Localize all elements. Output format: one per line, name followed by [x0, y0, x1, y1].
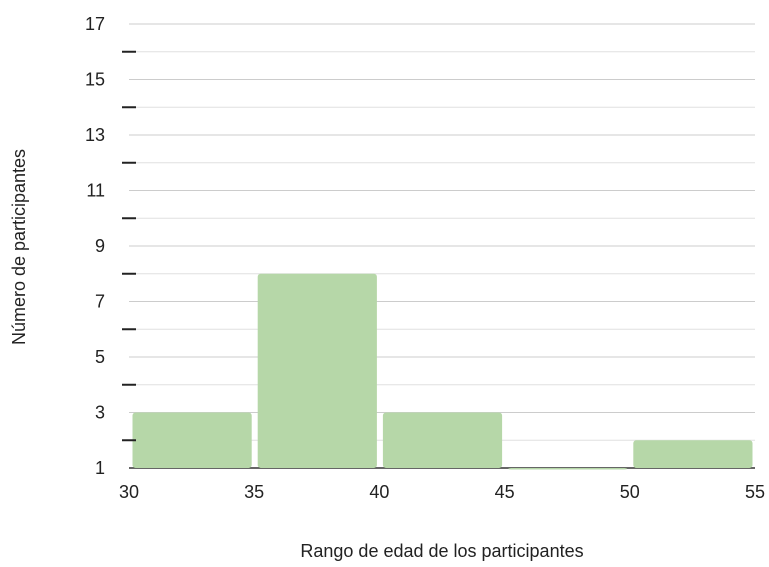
x-tick-label: 40: [369, 482, 389, 502]
x-axis-title: Rango de edad de los participantes: [300, 541, 583, 561]
x-tick-label: 55: [745, 482, 765, 502]
y-tick-label: 11: [86, 181, 105, 201]
bar-bin-40-45: [382, 412, 503, 468]
bars-layer: [132, 273, 753, 470]
bar-bin-50-55: [633, 440, 753, 468]
x-tick-label: 50: [620, 482, 640, 502]
x-tick-label: 30: [119, 482, 139, 502]
y-tick-label: 1: [95, 458, 105, 478]
bar-bin-35-40: [257, 273, 377, 468]
y-tick-label: 3: [95, 403, 105, 423]
y-tick-label: 13: [85, 125, 105, 145]
y-tick-label: 15: [85, 70, 105, 90]
bar-bin-45-50: [508, 468, 628, 470]
grid-layer: [129, 23, 755, 469]
y-axis-title: Número de participantes: [9, 149, 29, 345]
y-tick-label: 7: [95, 292, 105, 312]
y-tick-label: 5: [95, 347, 105, 367]
y-tick-label: 17: [85, 14, 105, 34]
y-tick-label: 9: [95, 236, 105, 256]
x-tick-label: 35: [244, 482, 264, 502]
bar-bin-30-35: [132, 412, 252, 468]
x-tick-label: 45: [495, 482, 515, 502]
